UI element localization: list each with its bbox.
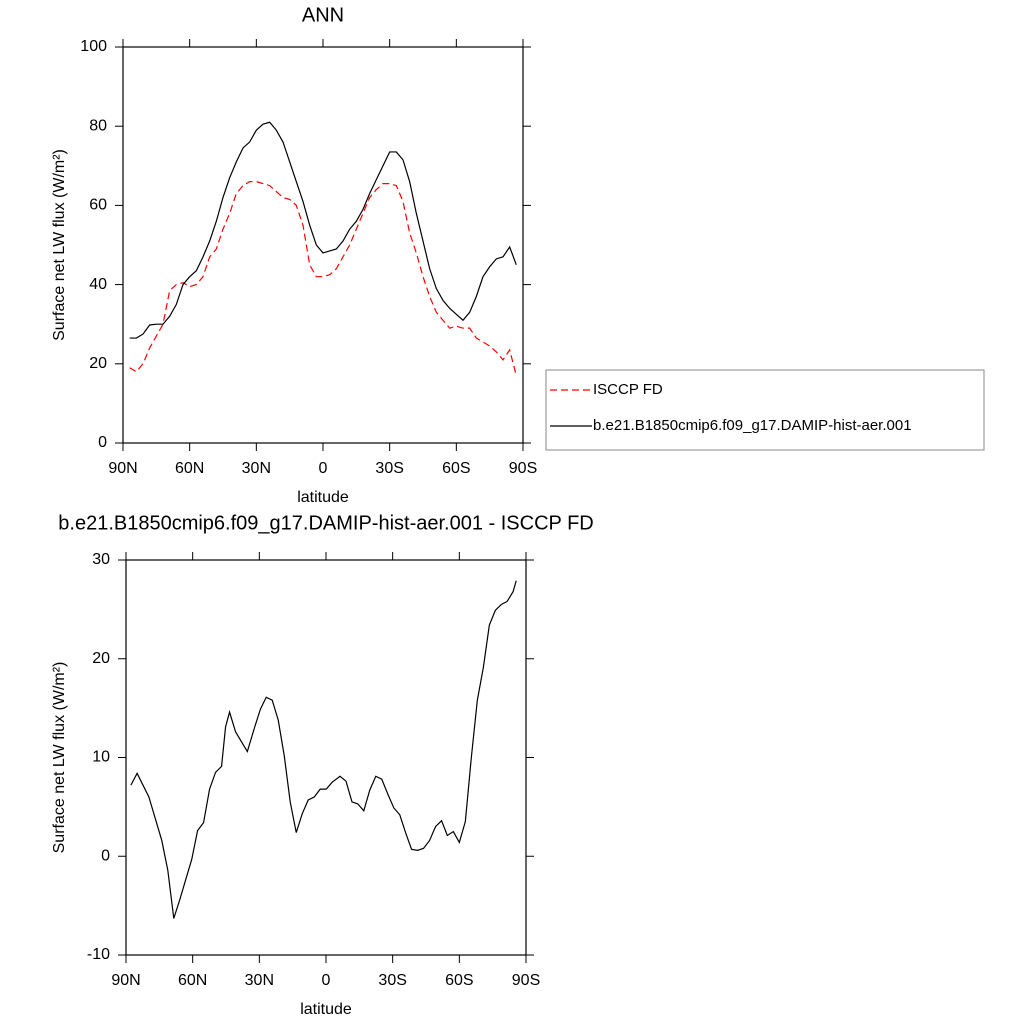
x-tick-label: 60N xyxy=(175,460,204,477)
plot-frame xyxy=(125,559,527,956)
legend-label: ISCCP FD xyxy=(593,381,663,398)
y-axis-label: Surface net LW flux (W/m²) xyxy=(51,149,68,341)
y-tick-label: 80 xyxy=(89,117,107,134)
x-tick-label: 90N xyxy=(111,972,140,989)
x-tick-label: 90N xyxy=(108,460,137,477)
legend-box xyxy=(545,369,985,451)
x-tick-label: 30S xyxy=(375,460,403,477)
y-tick-label: 0 xyxy=(98,434,107,451)
x-tick-label: 60N xyxy=(178,972,207,989)
y-tick-label: 40 xyxy=(89,276,107,293)
y-tick-label: 10 xyxy=(92,749,110,766)
data-line xyxy=(130,580,517,919)
y-tick-label: 60 xyxy=(89,197,107,214)
x-tick-label: 30N xyxy=(242,460,271,477)
y-tick-label: 20 xyxy=(89,355,107,372)
data-line xyxy=(129,181,517,376)
x-axis-label: latitude xyxy=(300,1001,352,1018)
x-tick-label: 90S xyxy=(509,460,537,477)
x-tick-label: 60S xyxy=(445,972,473,989)
y-tick-label: -10 xyxy=(87,946,110,963)
x-tick-label: 30S xyxy=(378,972,406,989)
y-tick-label: 20 xyxy=(92,650,110,667)
y-tick-label: 30 xyxy=(92,551,110,568)
y-tick-label: 100 xyxy=(80,38,107,55)
data-line xyxy=(129,121,517,339)
legend-label: b.e21.B1850cmip6.f09_g17.DAMIP-hist-aer.… xyxy=(593,417,912,434)
y-axis-label: Surface net LW flux (W/m²) xyxy=(51,662,68,854)
chart-title: b.e21.B1850cmip6.f09_g17.DAMIP-hist-aer.… xyxy=(58,512,593,534)
x-tick-label: 90S xyxy=(512,972,540,989)
x-axis-label: latitude xyxy=(297,489,349,506)
x-tick-label: 60S xyxy=(442,460,470,477)
x-tick-label: 0 xyxy=(322,972,331,989)
chart-title: ANN xyxy=(302,4,344,26)
x-tick-label: 30N xyxy=(245,972,274,989)
x-tick-label: 0 xyxy=(319,460,328,477)
y-tick-label: 0 xyxy=(101,847,110,864)
plot-frame xyxy=(122,46,524,444)
